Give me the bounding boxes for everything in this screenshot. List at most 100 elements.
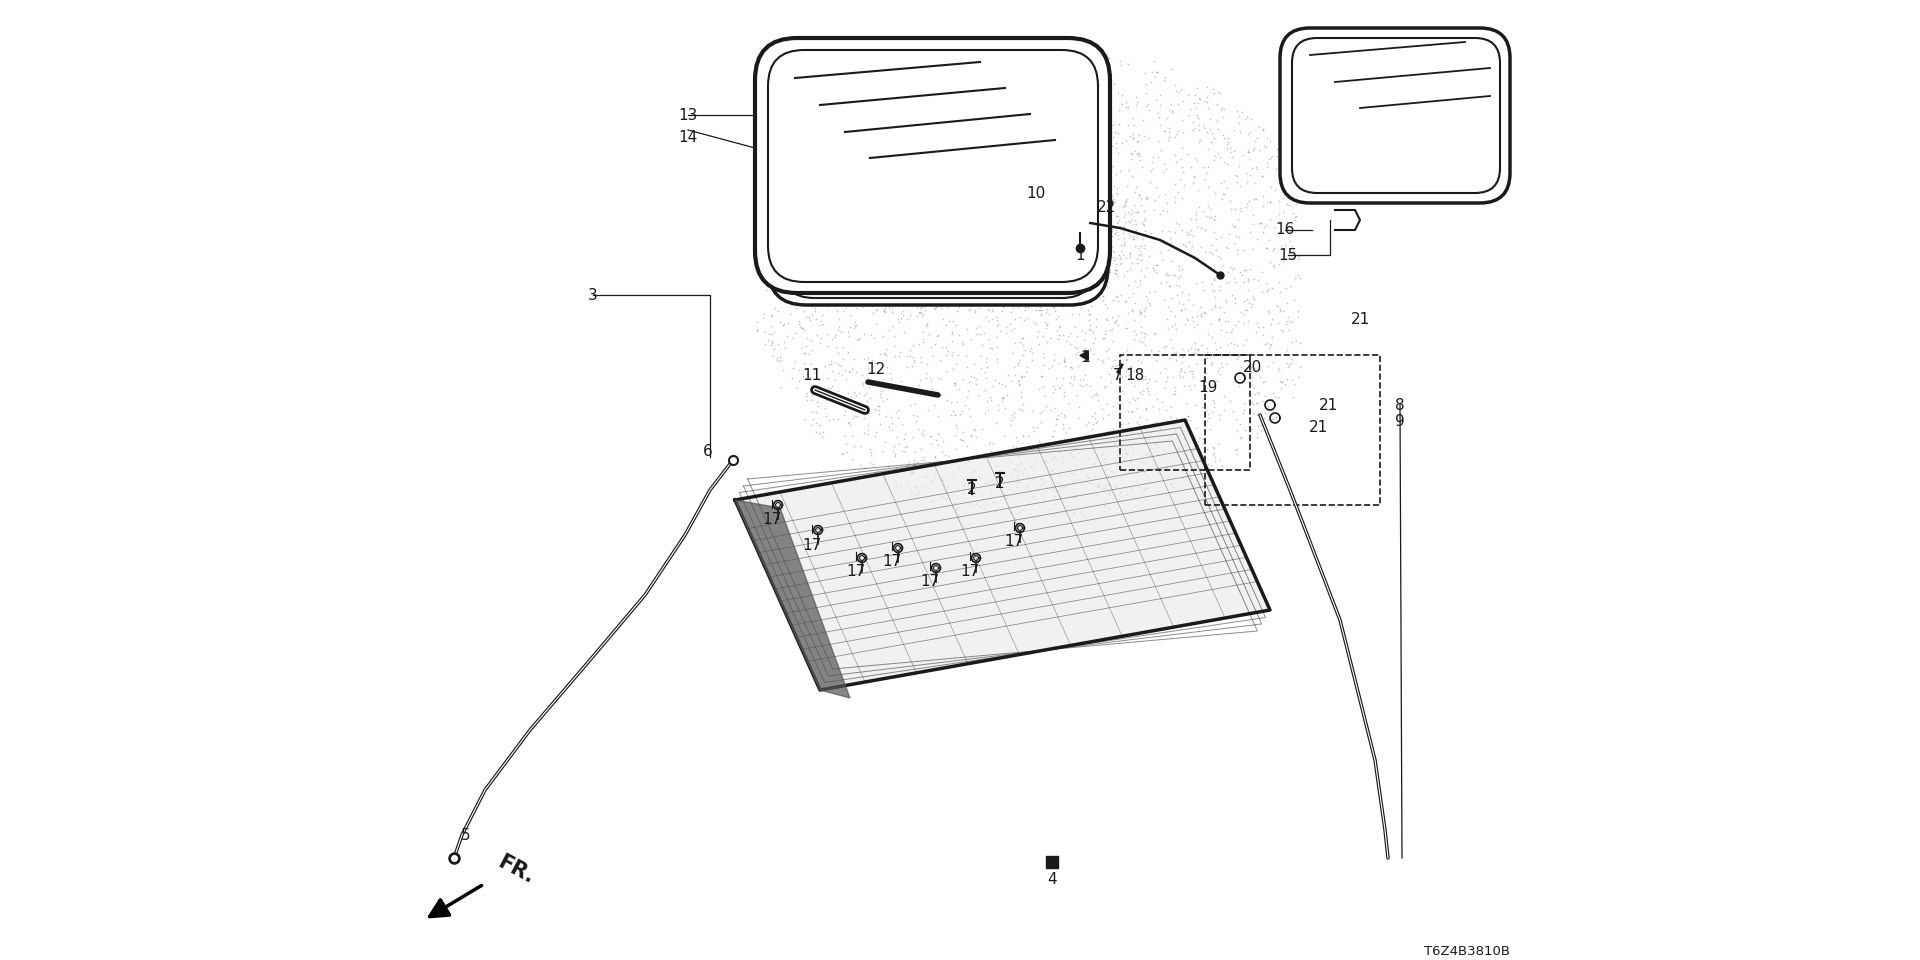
Point [985, 254, 1016, 270]
Point [1025, 300, 1056, 315]
Point [1258, 392, 1288, 407]
Point [1041, 400, 1071, 416]
Point [922, 272, 952, 287]
Point [1081, 278, 1112, 294]
Point [910, 319, 941, 334]
Point [991, 170, 1021, 185]
Point [1158, 268, 1188, 283]
Point [941, 179, 972, 194]
Point [981, 139, 1012, 155]
Point [1014, 186, 1044, 202]
Point [925, 94, 956, 109]
Point [849, 172, 879, 187]
Point [1004, 153, 1035, 168]
Point [804, 237, 835, 252]
Point [841, 195, 872, 210]
Point [1204, 411, 1235, 426]
Point [841, 300, 872, 316]
Point [991, 288, 1021, 303]
Point [948, 269, 979, 284]
Point [1056, 288, 1087, 303]
Point [1010, 65, 1041, 81]
Point [968, 57, 998, 72]
Point [1073, 378, 1104, 394]
Point [1031, 200, 1062, 215]
Point [747, 221, 778, 236]
Text: 17: 17 [762, 513, 781, 527]
Point [889, 274, 920, 289]
Point [1000, 151, 1031, 166]
Point [885, 177, 916, 192]
Point [1025, 156, 1056, 172]
Point [1023, 212, 1054, 228]
Point [906, 211, 937, 227]
Point [998, 217, 1029, 232]
Point [872, 250, 902, 265]
Point [849, 109, 879, 125]
Point [995, 171, 1025, 186]
Point [789, 322, 820, 337]
Point [1092, 476, 1123, 492]
Point [781, 222, 812, 237]
Point [1125, 197, 1156, 212]
Point [851, 375, 881, 391]
Point [803, 268, 833, 283]
Point [1033, 197, 1064, 212]
Text: 3: 3 [588, 287, 597, 302]
Point [935, 101, 966, 116]
Point [1062, 440, 1092, 455]
Point [1025, 477, 1056, 492]
Point [902, 226, 933, 241]
Point [847, 254, 877, 270]
Point [1044, 275, 1075, 290]
Point [947, 281, 977, 297]
Point [862, 279, 893, 295]
Point [1144, 245, 1175, 260]
Point [991, 264, 1021, 279]
Point [948, 169, 979, 184]
Point [916, 276, 947, 292]
Point [893, 279, 924, 295]
Point [1102, 364, 1133, 379]
Point [891, 168, 922, 183]
Point [979, 224, 1010, 239]
Point [801, 311, 831, 326]
Point [941, 237, 972, 252]
Point [1194, 411, 1225, 426]
Point [987, 300, 1018, 315]
Point [781, 178, 812, 193]
Point [1068, 138, 1098, 154]
Point [985, 292, 1016, 307]
Point [781, 199, 812, 214]
Point [1020, 462, 1050, 477]
Point [1242, 231, 1273, 247]
Point [954, 248, 985, 263]
Point [1181, 346, 1212, 361]
Point [895, 465, 925, 480]
Point [806, 206, 837, 222]
Point [977, 494, 1008, 510]
Point [1079, 113, 1110, 129]
Point [1252, 412, 1283, 427]
Point [1202, 436, 1233, 451]
Point [975, 60, 1006, 76]
Point [1102, 308, 1133, 324]
Point [1177, 239, 1208, 254]
Point [843, 164, 874, 180]
Point [876, 72, 906, 87]
Point [950, 52, 981, 67]
Point [1116, 145, 1146, 160]
Point [780, 325, 810, 341]
Point [904, 204, 935, 220]
Point [833, 246, 864, 261]
Point [795, 240, 826, 255]
Point [756, 318, 787, 333]
Point [910, 228, 941, 244]
Point [991, 102, 1021, 117]
Point [795, 252, 826, 267]
Point [793, 347, 824, 362]
Text: 17: 17 [803, 538, 822, 553]
Point [1204, 452, 1235, 468]
Point [987, 242, 1018, 257]
Point [983, 184, 1014, 200]
